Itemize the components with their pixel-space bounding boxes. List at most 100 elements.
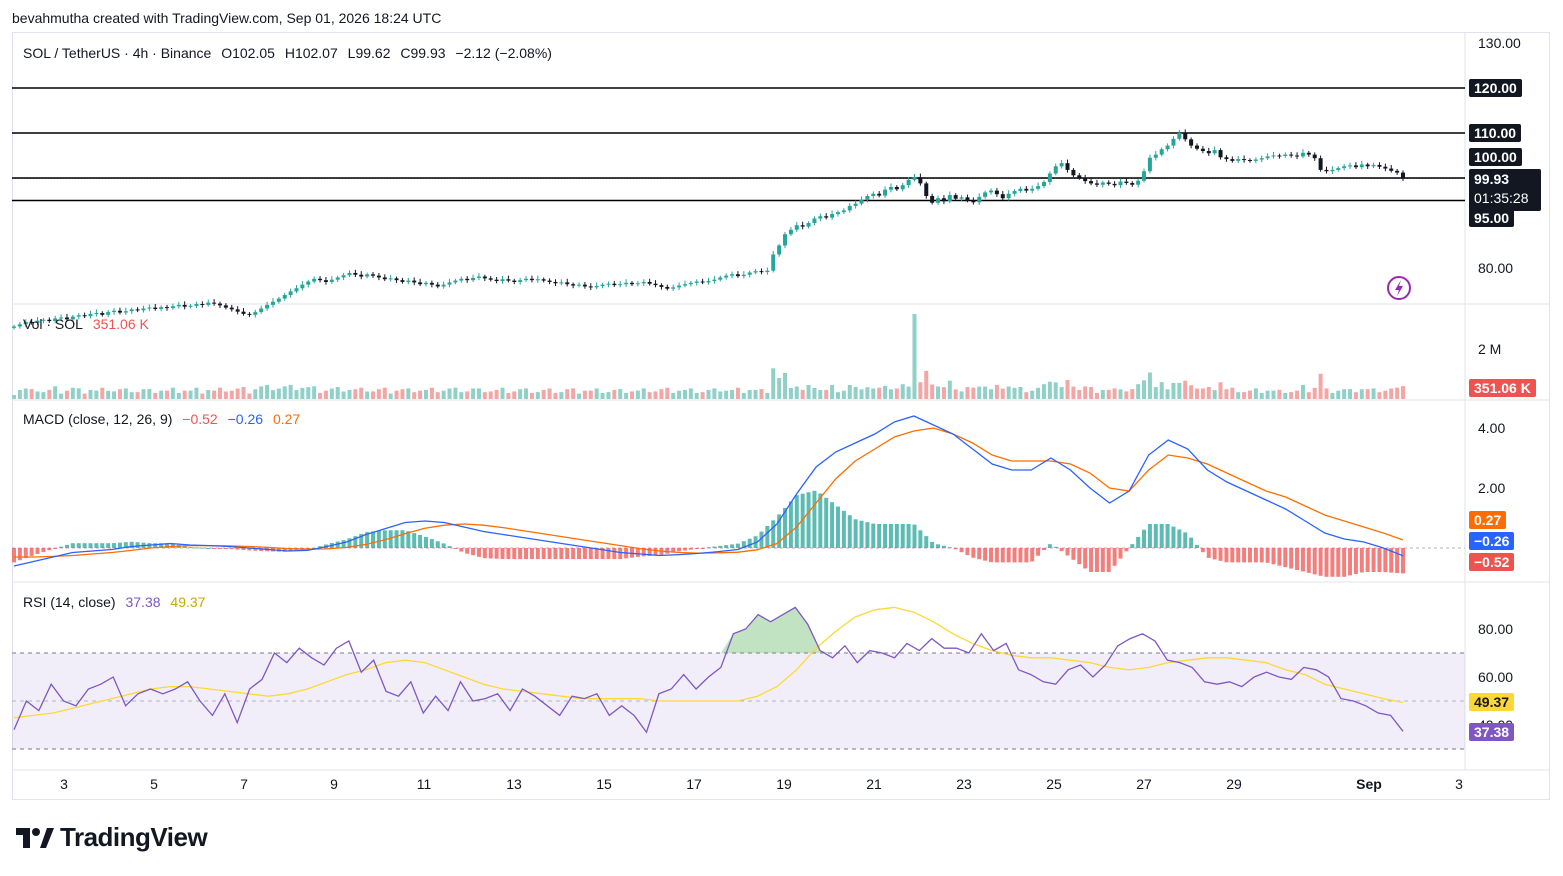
volume-bar [582, 390, 587, 399]
volume-bar [1389, 388, 1394, 399]
volume-bar [612, 389, 617, 399]
volume-bar [482, 392, 487, 399]
volume-bar [170, 387, 175, 399]
volume-bar [1365, 389, 1370, 399]
macd-histogram-bar [594, 548, 599, 560]
time-axis[interactable]: 3 5 7 9 11 13 15 17 19 21 23 25 27 29 Sep 3 [60, 776, 1463, 792]
volume-bar [229, 390, 234, 399]
macd-histogram-bar [88, 543, 93, 548]
macd-legend[interactable]: MACD (close, 12, 26, 9) −0.52 −0.26 0.27 [23, 411, 306, 427]
volume-bar [206, 390, 211, 399]
rsi-legend[interactable]: RSI (14, close) 37.38 49.37 [23, 594, 211, 610]
volume-bar [306, 387, 311, 399]
time-label: 27 [1136, 776, 1152, 792]
macd-histogram-bar [877, 524, 882, 548]
macd-histogram-bar [235, 548, 240, 550]
macd-histogram-bar [1089, 548, 1094, 572]
volume-bar [865, 387, 870, 399]
main-legend[interactable]: SOL / TetherUS · 4h · Binance O102.05 H1… [23, 45, 558, 61]
tradingview-logo[interactable]: TradingView [14, 822, 208, 853]
volume-bar [70, 387, 75, 399]
lightning-icon[interactable] [1387, 276, 1411, 300]
macd-histogram-bar [918, 530, 923, 548]
level-tag-120[interactable]: 120.00 [1469, 79, 1522, 97]
candle-body [482, 276, 487, 279]
candle-body [270, 301, 275, 305]
candle-body [153, 307, 158, 309]
volume-bar [1065, 380, 1070, 399]
volume-bar [141, 389, 146, 399]
macd-histogram-bar [1318, 548, 1323, 576]
candle-body [1242, 159, 1247, 161]
candle-body [830, 214, 835, 218]
candle-body [1100, 182, 1105, 185]
macd-histogram-bar [1230, 548, 1235, 563]
level-tag-100[interactable]: 100.00 [1469, 148, 1522, 166]
candle-body [1200, 148, 1205, 151]
macd-histogram-bar [388, 530, 393, 548]
volume-bar [647, 392, 652, 399]
candle-body [400, 280, 405, 282]
candle-body [1330, 169, 1335, 172]
macd-histogram-bar [912, 524, 917, 548]
macd-histogram-bar [217, 548, 222, 549]
volume-bar [918, 382, 923, 399]
volume-bar [606, 392, 611, 399]
rsi-label: RSI (14, close) [23, 594, 116, 610]
candle-body [1153, 154, 1158, 158]
candle-body [265, 304, 270, 309]
macd-histogram-bar [582, 548, 587, 560]
volume-bar [1306, 392, 1311, 399]
volume-legend[interactable]: Vol · SOL 351.06 K [23, 316, 155, 332]
candle-body [1401, 172, 1405, 179]
volume-bar [194, 387, 199, 399]
candle-body [1300, 152, 1305, 157]
level-tag-95[interactable]: 95.00 [1469, 209, 1515, 227]
volume-bar [735, 387, 740, 399]
macd-histogram-bar [783, 507, 788, 548]
candle-body [88, 313, 93, 317]
candle-body [730, 274, 735, 276]
macd-histogram-bar [1159, 524, 1164, 548]
candle-body [594, 286, 599, 288]
candle-body [853, 203, 858, 206]
volume-bar [1171, 383, 1176, 399]
candle-body [64, 317, 69, 320]
candle-body [306, 281, 311, 285]
candle-body [159, 307, 164, 309]
macd-histogram-bar [518, 548, 523, 560]
volume-bar [235, 388, 240, 399]
candle-body [1306, 152, 1311, 155]
candle-body [259, 308, 264, 313]
volume-bar [265, 384, 270, 399]
candle-body [1271, 155, 1276, 157]
chart-frame[interactable] [12, 32, 1550, 800]
candle-body [1018, 188, 1023, 192]
volume-bar [712, 388, 717, 399]
macd-histogram-bar [824, 497, 829, 548]
symbol-label: SOL / TetherUS · 4h · Binance [23, 45, 212, 61]
candle-body [1083, 177, 1088, 182]
time-label: 23 [956, 776, 972, 792]
macd-histogram-bar [947, 547, 952, 549]
volume-bar [1236, 392, 1241, 399]
volume-bar [1395, 387, 1400, 399]
candle-body [94, 313, 99, 314]
volume-bar [1165, 389, 1170, 399]
last-price-tag[interactable]: 99.93 01:35:28 [1469, 169, 1541, 211]
volume-tick: 2 M [1478, 341, 1501, 357]
macd-histogram-bar [435, 541, 440, 548]
macd-histogram-bar [906, 524, 911, 548]
level-tag-110[interactable]: 110.00 [1469, 124, 1522, 142]
candle-body [476, 276, 481, 278]
candle-body [235, 309, 240, 312]
candle-body [924, 183, 929, 196]
volume-bar [1053, 382, 1058, 399]
open-value: O102.05 [221, 45, 275, 61]
candle-body [35, 320, 40, 323]
macd-histogram-bar [12, 548, 16, 563]
volume-bar [1371, 388, 1376, 399]
candle-body [1247, 160, 1252, 161]
candle-body [700, 281, 705, 283]
